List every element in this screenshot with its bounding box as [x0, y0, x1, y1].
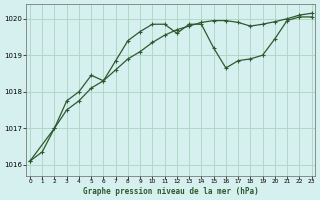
X-axis label: Graphe pression niveau de la mer (hPa): Graphe pression niveau de la mer (hPa): [83, 187, 259, 196]
